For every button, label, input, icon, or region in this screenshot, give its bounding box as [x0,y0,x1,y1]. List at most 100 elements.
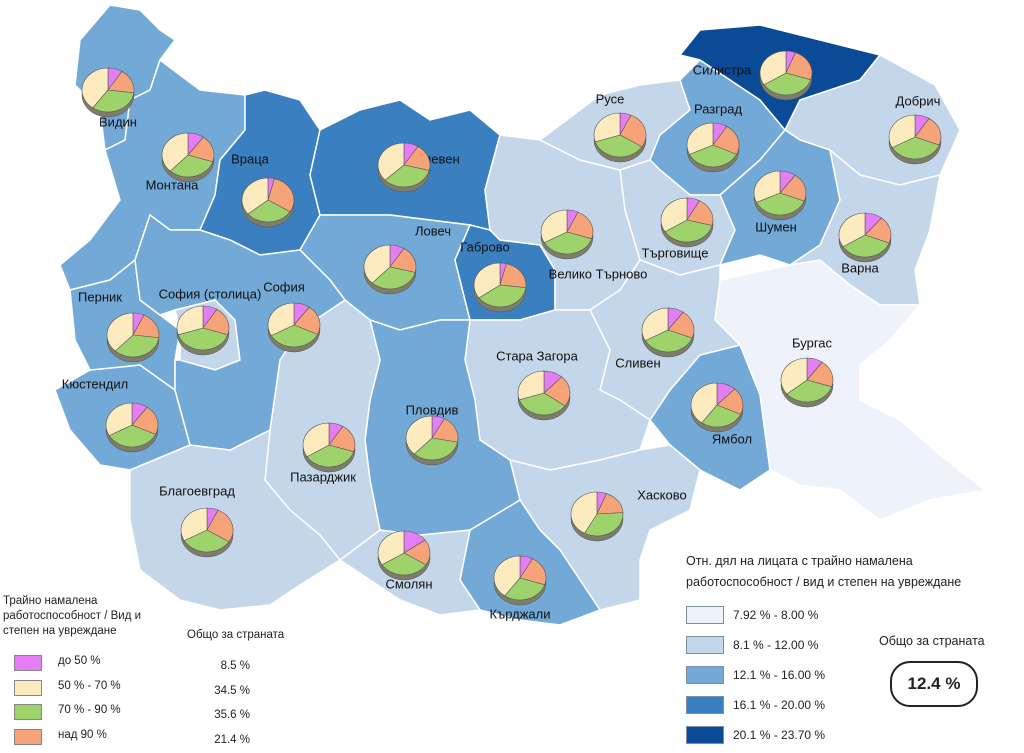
pie-slice [543,231,593,255]
legend-swatch [14,728,42,745]
pie-slice [241,177,269,215]
class-swatch [686,696,724,714]
pie-slice [838,212,866,248]
national-total: 12.4 % [890,661,978,707]
region-label: Сливен [615,355,660,370]
pie-slice [780,357,808,395]
pie-slice [176,305,204,336]
pie-slice [405,415,433,455]
region-label: София (столица) [159,286,262,301]
region-label: Ловеч [415,223,451,238]
pie-slice [517,370,545,401]
class-legend-title: Отн. дял на лицата с трайно намалена раб… [686,554,962,589]
region-label: Видин [99,114,137,129]
pie-slice [644,329,693,353]
pie-slice [161,132,189,172]
pie-slice [690,382,718,424]
region-label: Велико Търново [549,266,648,281]
region-label: Разград [694,101,742,116]
region-label: Ямбол [712,431,752,446]
pie-slice [202,309,230,336]
pie-slice [92,89,135,113]
pie-slice [504,577,546,601]
pie-slice [914,118,942,146]
class-label: 8.1 % - 12.00 % [733,638,819,652]
legend-total: 21.4 % [214,733,250,746]
region-label: София [263,279,305,294]
legend-label: 50 % - 70 % [58,679,121,692]
pie-slice [106,312,134,352]
pie-slice [381,552,427,576]
pie-slice [566,211,594,240]
region-label: Габрово [460,239,509,254]
legend-label: над 90 % [58,728,107,741]
pie-legend-title: Трайно намалена работоспособност / Вид и… [3,595,142,637]
pie-slice [842,234,890,258]
legend-label: 70 % - 90 % [58,704,121,716]
region-label: Благоевград [159,483,235,498]
pie-slice [206,509,234,543]
pie-slice [641,307,669,341]
pie-slice [363,244,391,284]
class-label: 20.1 % - 23.70 % [733,728,826,742]
pie-slice [493,555,521,597]
legend-swatch [14,655,42,671]
pie-slice [518,392,566,416]
pie-slice [779,174,807,202]
pie-slice [785,52,813,81]
pie-slice [302,422,330,458]
pie-slice [81,67,109,109]
pie-slice [328,426,356,453]
pie-slice [105,402,133,436]
legend-swatch [14,704,42,720]
region-label: Пазарджик [290,469,356,484]
region-label: Перник [78,289,122,304]
region-label: Добрич [896,93,941,108]
region-label: Русе [596,91,625,106]
pie-slice [540,209,568,243]
legend-swatch [14,679,42,696]
region-label: Шумен [755,219,797,234]
pie-slice [660,197,688,233]
class-label: 7.92 % - 8.00 % [733,608,819,622]
region-label: Враца [231,151,270,166]
pie-slice [267,302,295,336]
region-label: Смолян [385,576,432,591]
pie-slice [753,170,781,203]
region-label: Варна [841,260,879,275]
class-swatch [686,666,724,684]
pie-slice [786,379,833,403]
class-swatch [686,636,724,654]
pie-slice [584,512,624,537]
region-label: Кърджали [490,606,551,621]
region-label: Бургас [792,335,833,350]
pie-slice [377,142,405,181]
pie-slice [384,164,430,188]
pie-slice [169,154,214,178]
pie-slice [701,404,741,428]
pie-slice [543,376,571,407]
legend-total: 35.6 % [214,709,250,721]
region-label: Хасково [637,487,686,502]
pie-slice [519,558,547,586]
pie-slice [371,266,416,290]
pie-slice [478,284,527,308]
region-label: Търговище [642,245,709,260]
pie-slice [306,444,355,468]
pie-slice [413,437,458,461]
pie-slice [759,50,787,86]
pie-slice [756,192,805,216]
region-label: Стара Загора [496,348,578,363]
legend-total: 34.5 % [214,684,250,697]
class-swatch [686,606,724,624]
class-legend-total-title: Общо за страната [879,634,985,648]
pie-slice [177,327,229,351]
pie-slice [267,178,295,213]
region-label: Силистра [693,62,752,77]
pie-slice [180,507,208,541]
pie-slice [891,136,940,160]
class-swatch [686,726,724,744]
pie-legend-total-title: Общо за страната [187,629,285,641]
pie-slice [888,114,916,148]
